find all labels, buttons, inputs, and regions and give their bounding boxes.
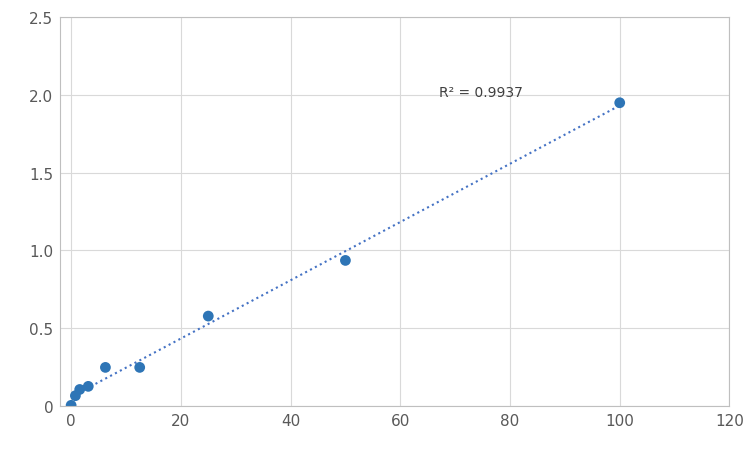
Point [202,313,214,320]
Point [65,402,77,409]
Point [74,386,86,393]
Point [99,364,111,371]
Point [82,383,94,390]
Text: R² = 0.9937: R² = 0.9937 [438,86,523,100]
Point [69,392,81,400]
Point [614,100,626,107]
Point [339,257,351,264]
Point [134,364,146,371]
